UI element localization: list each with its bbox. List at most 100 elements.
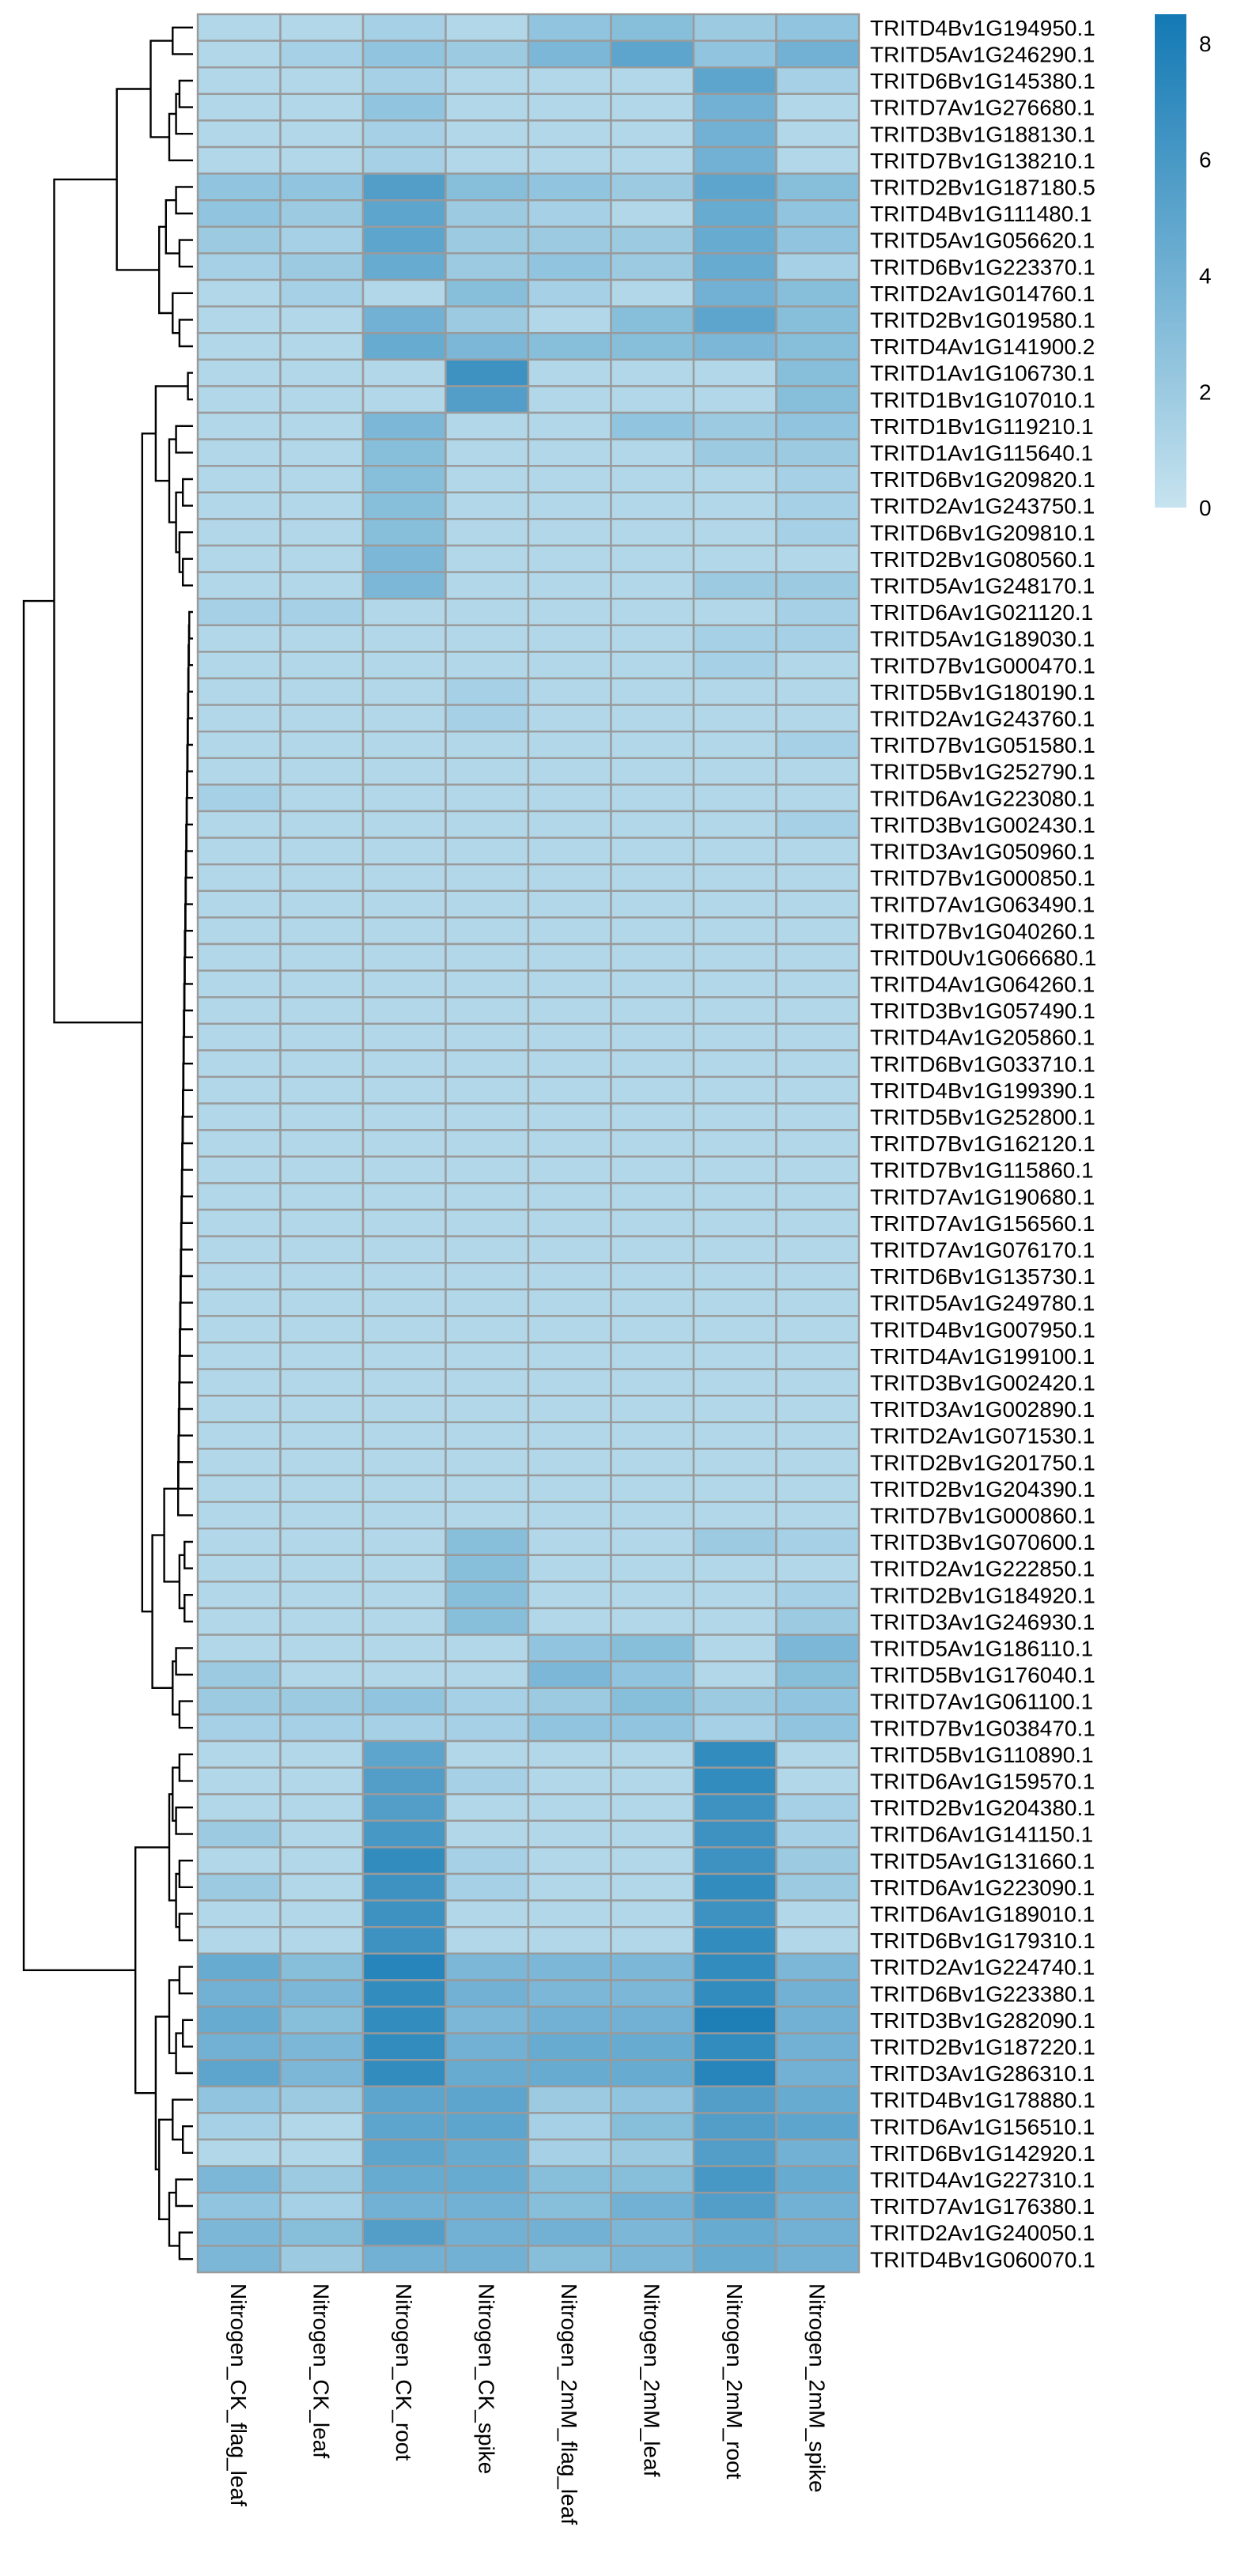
heatmap-cell — [527, 2005, 612, 2034]
heatmap-cell — [610, 2218, 695, 2247]
row-label: TRITD7Bv1G000470.1 — [870, 653, 1095, 678]
heatmap-cell — [610, 1182, 695, 1211]
row-label: TRITD7Av1G176380.1 — [870, 2194, 1095, 2219]
heatmap-cell — [692, 1819, 777, 1849]
heatmap-cell — [692, 1102, 777, 1131]
row-label: TRITD6Bv1G209820.1 — [870, 467, 1095, 492]
color-legend: 0 2 4 6 8 — [1155, 14, 1212, 520]
row-label: TRITD1Av1G115640.1 — [870, 440, 1093, 465]
row-label: TRITD1Av1G106730.1 — [870, 361, 1095, 386]
row-label: TRITD2Bv1G184920.1 — [870, 1583, 1095, 1607]
heatmap-cell — [527, 145, 612, 175]
heatmap-cell — [196, 916, 282, 946]
heatmap-cell — [610, 1501, 695, 1530]
heatmap-cell — [196, 1075, 282, 1105]
heatmap-cell — [361, 2191, 447, 2220]
dendrogram-branch — [53, 178, 142, 1024]
heatmap-cell — [361, 1049, 447, 1078]
heatmap-cell — [692, 2005, 777, 2034]
heatmap-cell — [445, 1527, 530, 1556]
heatmap-cell — [527, 1448, 612, 1477]
heatmap-cell — [279, 1660, 365, 1689]
heatmap-cell — [610, 1527, 695, 1556]
column-label: Nitrogen_CK_root — [392, 2283, 416, 2461]
row-label: TRITD7Bv1G138210.1 — [870, 149, 1095, 173]
heatmap-cell — [527, 1554, 612, 1583]
heatmap-cell — [775, 198, 861, 228]
column-label: Nitrogen_CK_spike — [475, 2283, 499, 2474]
heatmap-cell — [527, 2112, 612, 2141]
heatmap-cell — [196, 2032, 282, 2061]
heatmap-cell — [775, 411, 861, 440]
heatmap-cell — [361, 1448, 447, 1477]
heatmap-cell — [610, 2032, 695, 2061]
heatmap-cell — [196, 784, 282, 813]
heatmap-cell — [196, 2218, 282, 2247]
heatmap-cell — [279, 598, 365, 627]
heatmap-cell — [279, 385, 365, 414]
heatmap-cell — [361, 2032, 447, 2061]
heatmap-cell — [445, 1739, 530, 1769]
heatmap-cell — [610, 1660, 695, 1689]
heatmap-cell — [610, 66, 695, 95]
heatmap-cell — [196, 2112, 282, 2141]
heatmap-cell — [279, 518, 365, 547]
heatmap-cell — [445, 1182, 530, 1211]
dendrogram-branch — [154, 385, 188, 482]
row-label: TRITD4Av1G227310.1 — [870, 2167, 1095, 2192]
row-label: TRITD5Av1G186110.1 — [870, 1636, 1093, 1660]
heatmap-cell — [610, 518, 695, 547]
heatmap-cell — [196, 651, 282, 680]
heatmap-cell — [610, 1208, 695, 1237]
heatmap-cell — [775, 624, 861, 653]
legend-tick-label: 6 — [1199, 148, 1212, 172]
heatmap-cell — [445, 1075, 530, 1105]
heatmap-cell — [527, 916, 612, 946]
dendrogram-branch — [182, 478, 193, 507]
heatmap-cell — [445, 2191, 530, 2220]
heatmap-cell — [279, 1554, 365, 1583]
heatmap-cell — [196, 544, 282, 573]
row-label: TRITD2Bv1G204390.1 — [870, 1477, 1095, 1501]
heatmap-cell — [610, 1686, 695, 1716]
heatmap-cell — [527, 411, 612, 440]
heatmap-cell — [196, 225, 282, 255]
heatmap-cell — [196, 969, 282, 999]
heatmap-cell — [775, 1686, 861, 1716]
dendrogram-branch — [178, 1966, 193, 1995]
dendrogram-branch — [172, 26, 193, 55]
row-label: TRITD3Av1G286310.1 — [870, 2061, 1095, 2086]
row-label: TRITD2Av1G240050.1 — [870, 2221, 1095, 2246]
heatmap-cell — [196, 598, 282, 627]
heatmap-cell — [445, 1128, 530, 1158]
dendrogram-branch — [175, 2178, 193, 2208]
heatmap-cell — [775, 1102, 861, 1131]
heatmap-cell — [610, 278, 695, 308]
heatmap-cell — [361, 2058, 447, 2087]
heatmap-cell — [610, 1766, 695, 1796]
heatmap-cell — [361, 225, 447, 255]
heatmap-cell — [527, 571, 612, 600]
heatmap-cell — [196, 1022, 282, 1052]
heatmap-cell — [610, 2165, 695, 2194]
heatmap-cell — [527, 544, 612, 573]
heatmap-cell — [279, 1979, 365, 2008]
heatmap-cell — [196, 1448, 282, 1477]
heatmap-cell — [361, 544, 447, 573]
heatmap-cell — [692, 119, 777, 149]
heatmap-cell — [196, 1660, 282, 1689]
heatmap-cell — [527, 1607, 612, 1636]
heatmap-cell — [361, 1979, 447, 2008]
heatmap-cell — [775, 13, 861, 42]
heatmap-cell — [692, 332, 777, 361]
heatmap-cell — [527, 518, 612, 547]
heatmap-cell — [279, 1819, 365, 1849]
heatmap-cell — [445, 1261, 530, 1290]
heatmap-cell — [527, 1022, 612, 1052]
heatmap-cell — [279, 66, 365, 95]
heatmap-cell — [445, 2245, 530, 2274]
row-label: TRITD7Av1G276680.1 — [870, 96, 1095, 120]
heatmap-cell — [445, 1102, 530, 1131]
heatmap-cells — [196, 13, 861, 2274]
heatmap-cell — [775, 305, 861, 334]
